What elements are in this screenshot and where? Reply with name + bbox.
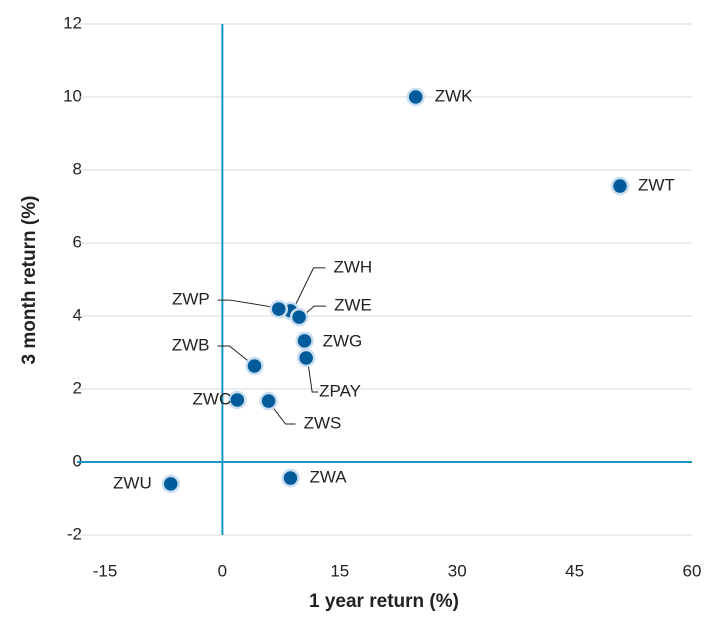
x-axis-title: 1 year return (%) — [309, 591, 459, 612]
point-label: ZWT — [638, 176, 675, 195]
point — [161, 474, 180, 494]
point — [296, 348, 316, 368]
x-tick-label: 60 — [683, 561, 702, 580]
point — [289, 307, 309, 327]
point-label: ZWU — [113, 473, 152, 492]
point-label: ZWA — [309, 468, 347, 487]
y-tick-label: 10 — [63, 86, 82, 105]
leader-line — [217, 299, 273, 308]
point-label: ZWC — [193, 389, 232, 408]
y-tick-label: 4 — [73, 305, 82, 324]
point — [610, 176, 630, 196]
y-tick-label: 8 — [73, 159, 82, 178]
point — [228, 390, 247, 410]
leader-line — [295, 267, 326, 306]
point-label: ZWP — [172, 290, 210, 309]
point — [406, 87, 425, 107]
leader-line — [307, 363, 319, 393]
x-tick-label: 15 — [330, 561, 349, 580]
y-tick-label: 2 — [73, 378, 82, 397]
point — [295, 331, 314, 351]
leader-line — [272, 406, 296, 425]
point — [269, 299, 289, 319]
x-tick-label: 0 — [218, 561, 227, 580]
point-label: ZWE — [334, 296, 372, 315]
point-label: ZPAY — [319, 381, 361, 400]
point-label: ZWK — [435, 86, 473, 105]
y-tick-label: 12 — [63, 13, 82, 32]
x-tick-label: 45 — [565, 561, 584, 580]
point — [281, 468, 300, 488]
leader-line — [217, 345, 250, 363]
point-label: ZWS — [304, 414, 342, 433]
point — [259, 391, 278, 411]
point — [245, 356, 264, 376]
y-axis-title: 3 month return (%) — [19, 196, 40, 365]
leader-line — [304, 305, 327, 315]
point-label: ZWG — [323, 331, 363, 350]
y-tick-label: -2 — [67, 524, 82, 543]
point-label: ZWB — [172, 335, 210, 354]
x-tick-label: 30 — [448, 561, 467, 580]
y-tick-label: 6 — [73, 232, 82, 251]
x-tick-label: -15 — [93, 561, 118, 580]
point-label: ZWH — [333, 257, 372, 276]
y-tick-label: 0 — [73, 451, 82, 470]
